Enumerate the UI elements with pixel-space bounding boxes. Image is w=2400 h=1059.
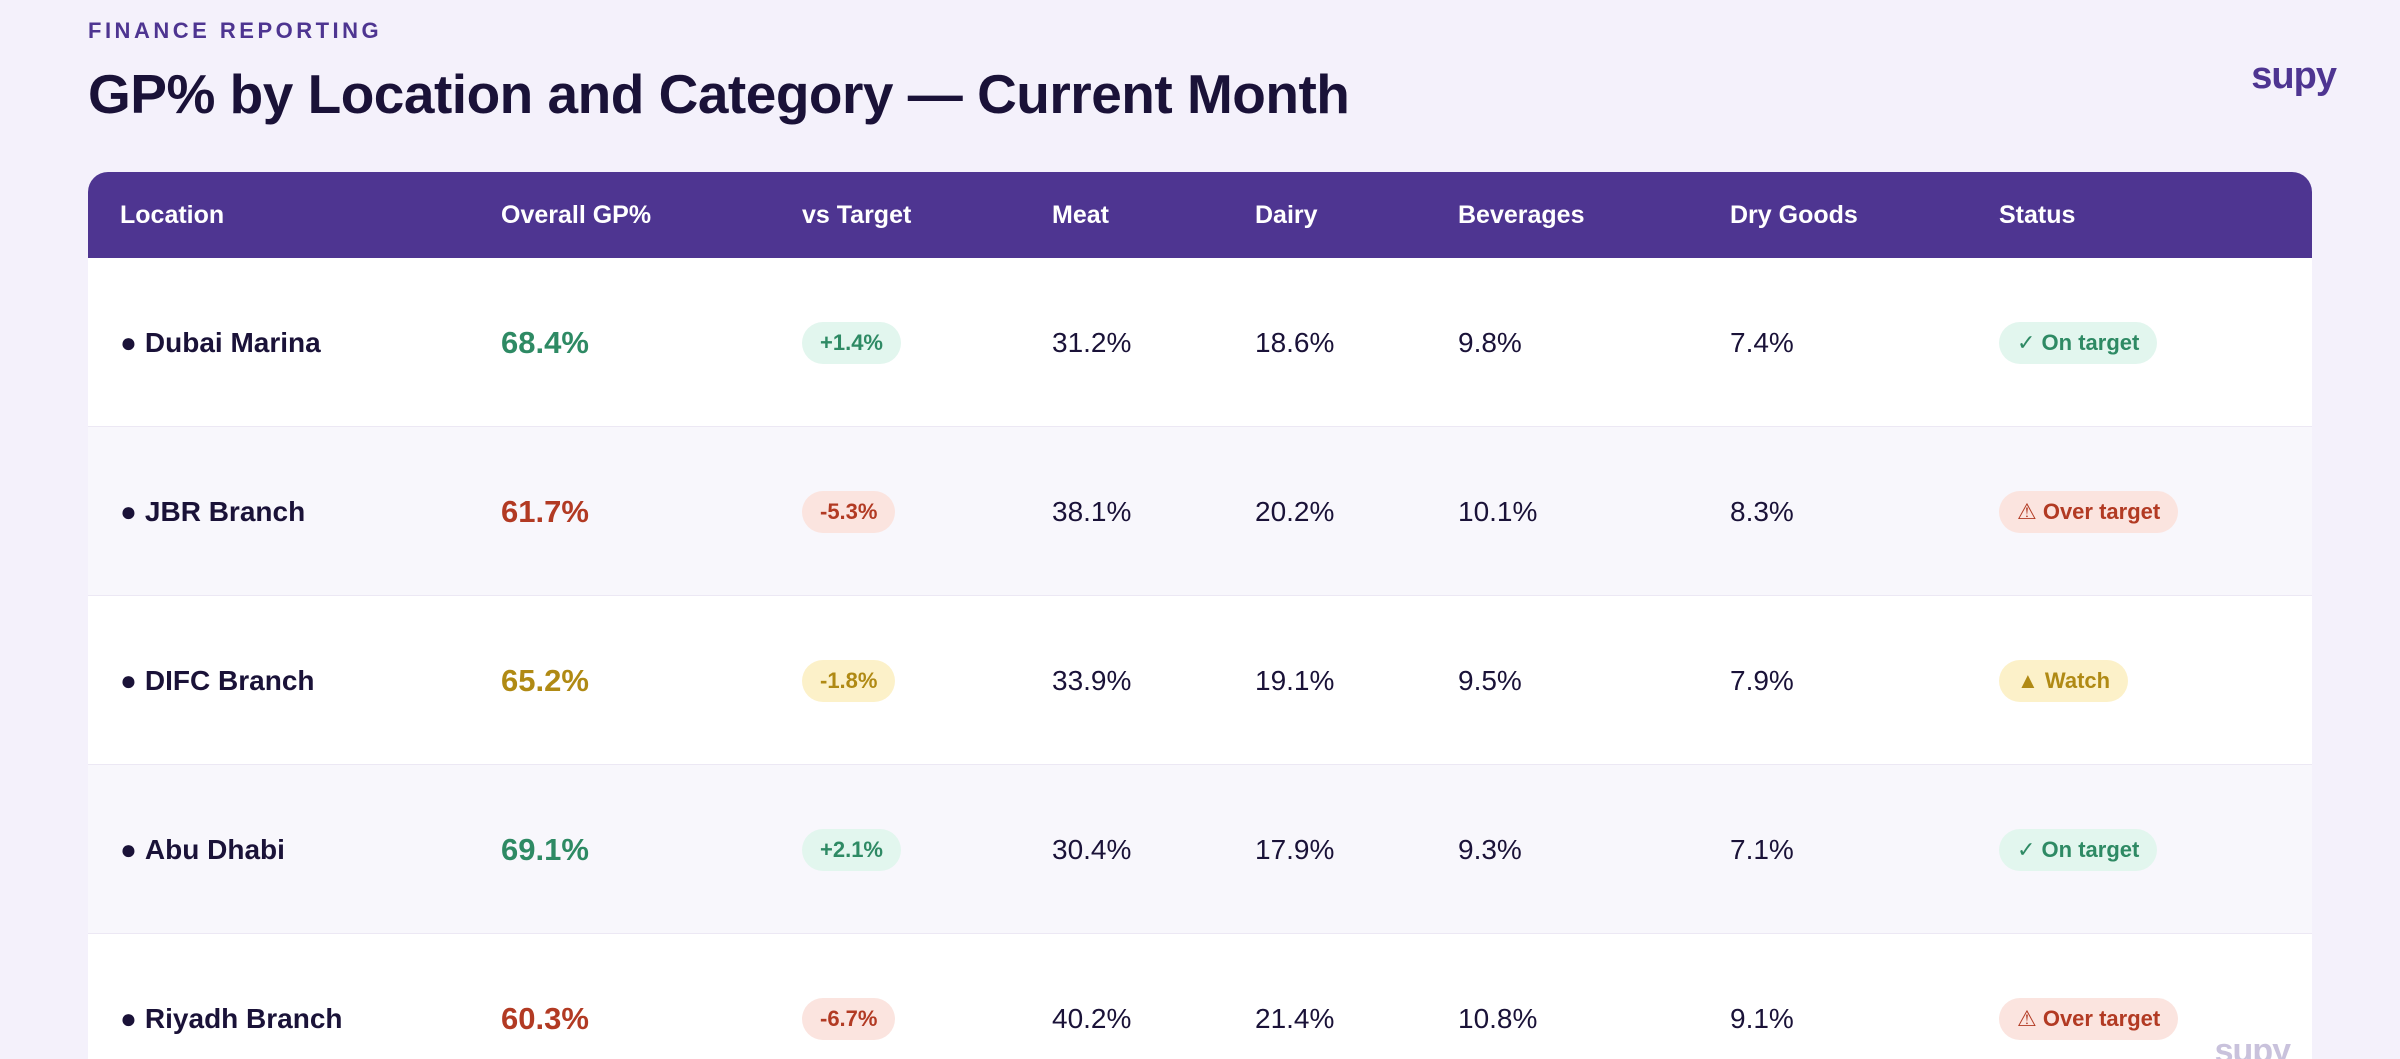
status-badge: ▲ Watch: [1999, 659, 2129, 702]
table-row[interactable]: ● Riyadh Branch 60.3% -6.7% 40.2% 21.4% 1…: [88, 934, 2312, 1059]
vs-target-badge: +1.4%: [802, 321, 901, 364]
vs-target-cell: -6.7%: [802, 934, 896, 1059]
location-cell: ● JBR Branch: [120, 427, 305, 596]
vs-target-badge: -1.8%: [802, 659, 896, 702]
vs-target-cell: +2.1%: [802, 765, 901, 934]
dairy-value: 21.4%: [1255, 1002, 1335, 1034]
dry-goods-value: 9.1%: [1730, 1002, 1794, 1034]
page-title: GP% by Location and Category — Current M…: [88, 63, 1350, 125]
location-cell: ● Dubai Marina: [120, 258, 321, 427]
location-name: Dubai Marina: [144, 326, 321, 358]
bullet-icon: ●: [120, 495, 137, 527]
beverages-value: 9.5%: [1458, 664, 1522, 696]
status-cell: ▲ Watch: [1999, 596, 2129, 765]
overall-gp-value: 69.1%: [501, 831, 589, 867]
status-badge: ⚠ Over target: [1999, 997, 2179, 1040]
location-cell: ● Riyadh Branch: [120, 934, 343, 1059]
vs-target-cell: -1.8%: [802, 596, 896, 765]
meat-value: 33.9%: [1052, 664, 1132, 696]
dairy-value: 20.2%: [1255, 495, 1335, 527]
dairy-value: 17.9%: [1255, 833, 1335, 865]
col-header-dairy[interactable]: Dairy: [1255, 200, 1318, 229]
overall-gp-value: 61.7%: [501, 493, 589, 529]
supy-logo: supy: [2251, 55, 2337, 97]
beverages-value: 9.3%: [1458, 833, 1522, 865]
location-name: JBR Branch: [144, 495, 306, 527]
vs-target-cell: -5.3%: [802, 427, 896, 596]
status-cell: ⚠ Over target: [1999, 934, 2179, 1059]
dry-goods-value: 8.3%: [1730, 495, 1794, 527]
meat-value: 31.2%: [1052, 326, 1132, 358]
meat-value: 30.4%: [1052, 833, 1132, 865]
status-badge: ✓ On target: [1999, 321, 2158, 364]
bullet-icon: ●: [120, 833, 137, 865]
status-cell: ✓ On target: [1999, 258, 2158, 427]
location-cell: ● DIFC Branch: [120, 596, 315, 765]
gp-table: Location Overall GP% vs Target Meat Dair…: [88, 172, 2312, 1059]
meat-value: 40.2%: [1052, 1002, 1132, 1034]
section-eyebrow: FINANCE REPORTING: [88, 18, 383, 43]
bullet-icon: ●: [120, 326, 137, 358]
location-name: Abu Dhabi: [144, 833, 285, 865]
col-header-overall-gp[interactable]: Overall GP%: [501, 200, 652, 229]
dairy-value: 19.1%: [1255, 664, 1335, 696]
table-row[interactable]: ● Dubai Marina 68.4% +1.4% 31.2% 18.6% 9.…: [88, 258, 2312, 427]
vs-target-badge: -5.3%: [802, 490, 896, 533]
status-badge: ✓ On target: [1999, 828, 2158, 871]
overall-gp-value: 60.3%: [501, 1000, 589, 1036]
location-cell: ● Abu Dhabi: [120, 765, 285, 934]
col-header-dry-goods[interactable]: Dry Goods: [1730, 200, 1858, 229]
dry-goods-value: 7.9%: [1730, 664, 1794, 696]
location-name: Riyadh Branch: [144, 1002, 343, 1034]
dairy-value: 18.6%: [1255, 326, 1335, 358]
beverages-value: 9.8%: [1458, 326, 1522, 358]
table-header: Location Overall GP% vs Target Meat Dair…: [88, 172, 2312, 258]
supy-watermark: supy: [2214, 1032, 2291, 1059]
col-header-location[interactable]: Location: [120, 200, 225, 229]
dry-goods-value: 7.4%: [1730, 326, 1794, 358]
col-header-beverages[interactable]: Beverages: [1458, 200, 1585, 229]
meat-value: 38.1%: [1052, 495, 1132, 527]
status-badge: ⚠ Over target: [1999, 490, 2179, 533]
overall-gp-value: 65.2%: [501, 662, 589, 698]
table-row[interactable]: ● JBR Branch 61.7% -5.3% 38.1% 20.2% 10.1…: [88, 427, 2312, 596]
col-header-meat[interactable]: Meat: [1052, 200, 1109, 229]
vs-target-badge: +2.1%: [802, 828, 901, 871]
location-name: DIFC Branch: [144, 664, 315, 696]
vs-target-cell: +1.4%: [802, 258, 901, 427]
bullet-icon: ●: [120, 664, 137, 696]
vs-target-badge: -6.7%: [802, 997, 896, 1040]
table-row[interactable]: ● Abu Dhabi 69.1% +2.1% 30.4% 17.9% 9.3% …: [88, 765, 2312, 934]
beverages-value: 10.1%: [1458, 495, 1538, 527]
col-header-status[interactable]: Status: [1999, 200, 2076, 229]
status-cell: ✓ On target: [1999, 765, 2158, 934]
beverages-value: 10.8%: [1458, 1002, 1538, 1034]
overall-gp-value: 68.4%: [501, 324, 589, 360]
table-row[interactable]: ● DIFC Branch 65.2% -1.8% 33.9% 19.1% 9.5…: [88, 596, 2312, 765]
bullet-icon: ●: [120, 1002, 137, 1034]
status-cell: ⚠ Over target: [1999, 427, 2179, 596]
col-header-vs-target[interactable]: vs Target: [802, 200, 912, 229]
dry-goods-value: 7.1%: [1730, 833, 1794, 865]
